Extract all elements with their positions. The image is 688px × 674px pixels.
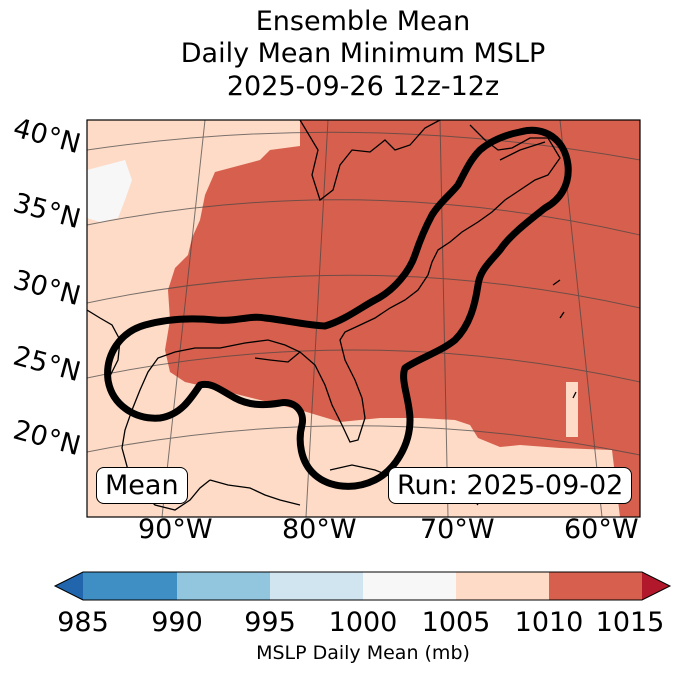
title-line-3: 2025-09-26 12z-12z [226, 71, 500, 102]
colorbar-under-extension [55, 572, 83, 600]
title-line-2: Daily Mean Minimum MSLP [180, 38, 546, 69]
colorbar-tick-990: 990 [151, 607, 203, 638]
mean-label-box: Mean [96, 467, 188, 504]
colorbar-segment-985-990 [83, 572, 177, 600]
colorbar-tick-1010: 1010 [514, 607, 584, 638]
colorbar-label: MSLP Daily Mean (mb) [256, 642, 470, 664]
map-frame [86, 119, 641, 518]
colorbar-segment-1000-1005 [363, 572, 456, 600]
colorbar-segment-990-995 [177, 572, 270, 600]
field-1005-1010-patch [566, 382, 578, 437]
colorbar-tick-1015: 1015 [595, 607, 665, 638]
lon-label-80w: 80°W [282, 514, 357, 545]
colorbar-tick-985: 985 [57, 607, 109, 638]
title-line-1: Ensemble Mean [255, 6, 471, 37]
lon-label-90w: 90°W [138, 514, 213, 545]
colorbar [53, 571, 672, 601]
run-date-box: Run: 2025-09-02 [388, 467, 633, 504]
colorbar-segment-1005-1010 [456, 572, 549, 600]
lon-label-60w: 60°W [564, 514, 639, 545]
colorbar-segment-1010-1015 [549, 572, 642, 600]
colorbar-over-extension [642, 572, 670, 600]
field-1000-1005-west [87, 160, 132, 222]
colorbar-tick-1005: 1005 [421, 607, 491, 638]
lon-label-70w: 70°W [420, 514, 495, 545]
colorbar-tick-1000: 1000 [328, 607, 398, 638]
colorbar-tick-995: 995 [244, 607, 296, 638]
graticule [87, 120, 640, 517]
pressure-contour [104, 126, 572, 490]
field-1010-1015 [165, 120, 640, 517]
colorbar-segment-995-1000 [270, 572, 363, 600]
colorbar-outline [53, 571, 672, 601]
